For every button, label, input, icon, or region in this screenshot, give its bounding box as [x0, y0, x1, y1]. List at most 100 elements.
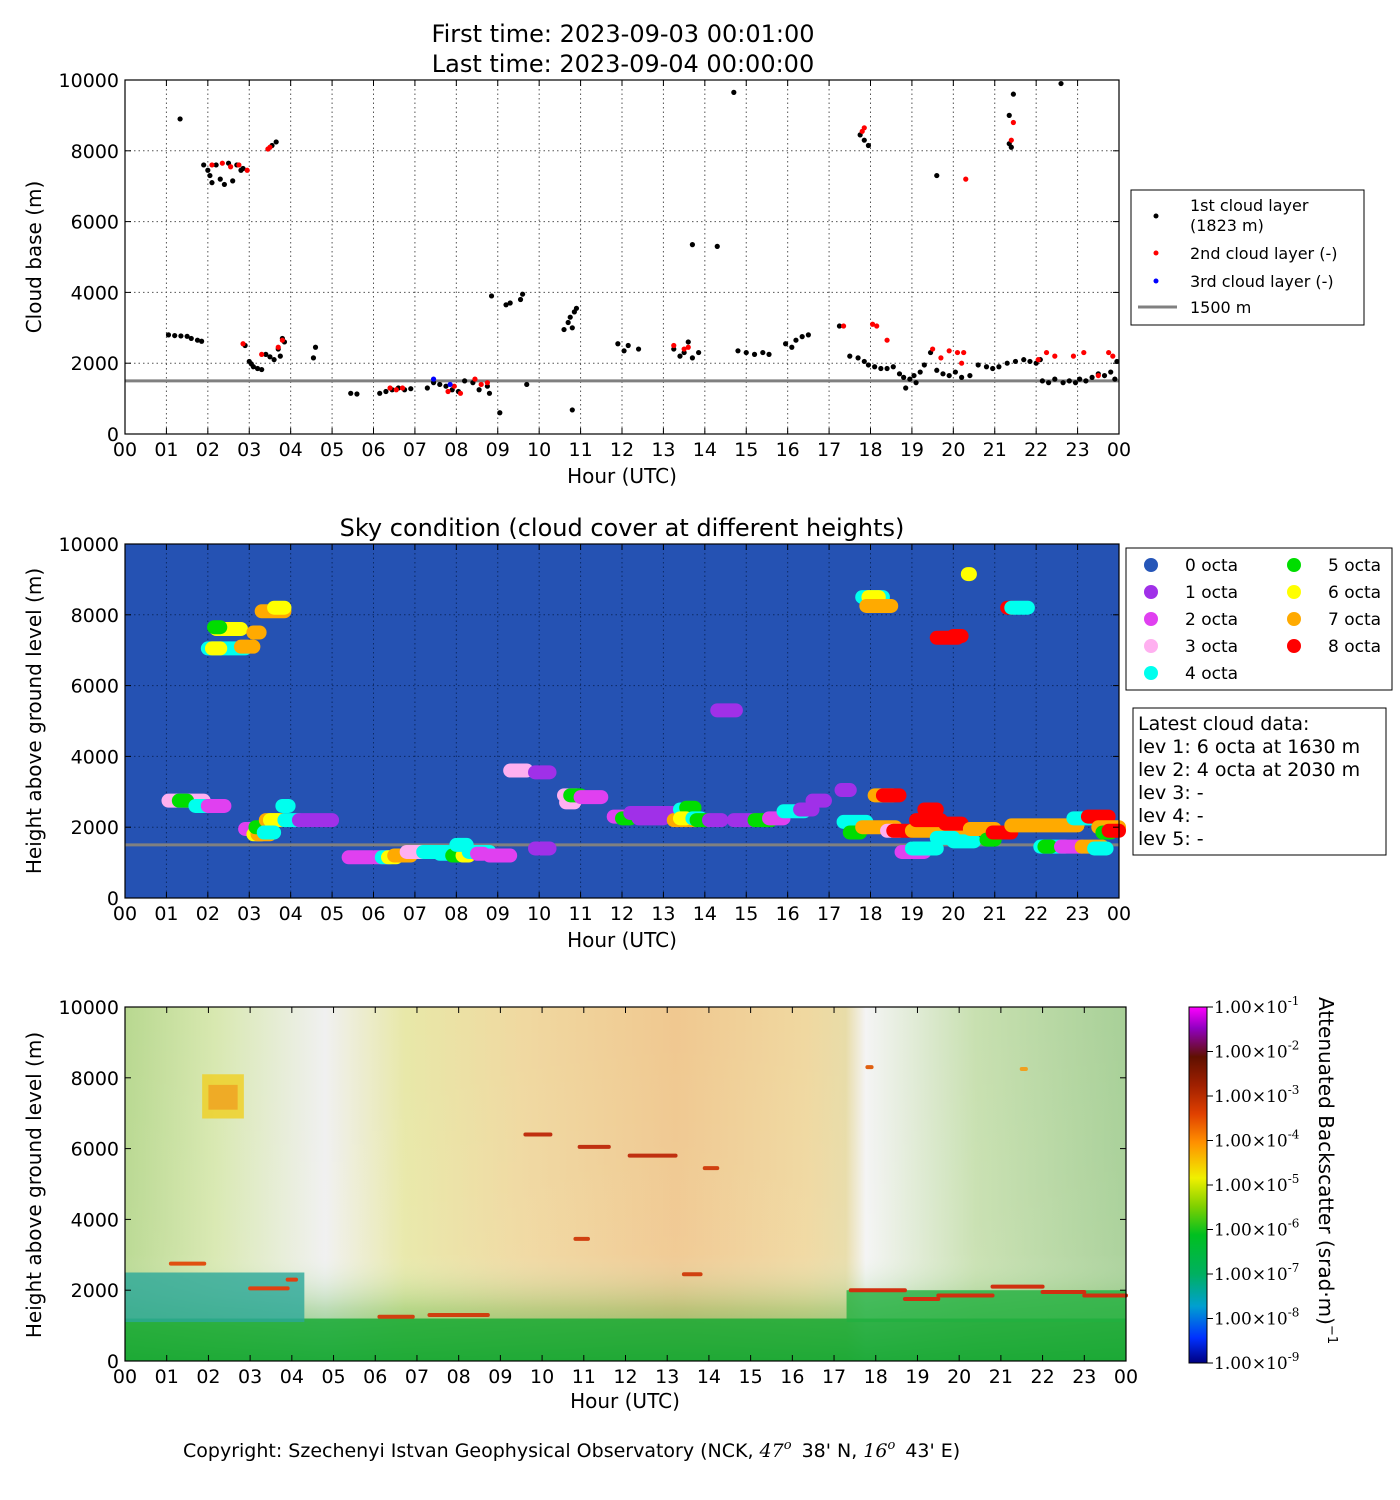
- cloud-layer-1-point: [462, 378, 468, 384]
- cloud-layer-1-point: [799, 334, 805, 340]
- cloud-layer-1-point: [567, 314, 573, 320]
- cloud-layer-1-point: [896, 371, 903, 377]
- x-tick-label: 20: [947, 1366, 971, 1388]
- cloud-layer-2-point: [1095, 372, 1101, 379]
- sky-condition-panel: Sky condition (cloud cover at different …: [22, 514, 1393, 952]
- cloud-layer-1-point: [861, 358, 867, 365]
- cloud-layer-2-point: [1010, 119, 1016, 126]
- x-tick-label: 00: [1107, 903, 1131, 925]
- octa-legend-label-1: 1 octa: [1185, 583, 1238, 603]
- y-tick-label: 4000: [71, 1209, 119, 1231]
- octa-legend-marker-3: [1144, 639, 1158, 653]
- x-tick-label: 18: [858, 903, 882, 925]
- cloud-layer-1-point: [861, 137, 867, 143]
- cloud-layer-1-point: [685, 339, 691, 345]
- x-tick-label: 15: [739, 1366, 763, 1388]
- y-tick-label: 0: [107, 424, 119, 446]
- cloud-layer-1-point: [230, 178, 236, 184]
- x-tick-label: 08: [444, 439, 468, 461]
- y-tick-label: 8000: [71, 141, 119, 163]
- legend-label-1st-height: (1823 m): [1190, 216, 1264, 235]
- cloud-layer-1-point: [1021, 357, 1027, 363]
- x-tick-label: 20: [941, 903, 965, 925]
- y-tick-label: 8000: [71, 605, 119, 627]
- x-tick-label: 04: [280, 1366, 304, 1388]
- cloud-layer-1-point: [165, 332, 172, 338]
- backscatter-colorbar: 1.00×10-9 1.00×10-8 1.00×10-7 1.00×10-6 1.00…: [1188, 994, 1339, 1374]
- backscatter-layer: [125, 1272, 305, 1323]
- sky-condition-grid: [125, 544, 1119, 898]
- x-tick-label: 20: [941, 439, 965, 461]
- cloud-layer-1-point: [1012, 358, 1019, 365]
- cloud-layer-2-point: [1035, 357, 1041, 363]
- backscatter-y-ticks: 0 2000 4000 6000 8000 10000: [59, 997, 1126, 1373]
- cloud-layer-1-point: [884, 365, 890, 372]
- octa-legend-marker-4: [1144, 666, 1158, 680]
- cloud-layer-1-point: [217, 176, 223, 182]
- latest-level-1: lev 1: 6 octa at 1630 m: [1138, 736, 1360, 758]
- latest-cloud-data: Latest cloud data: lev 1: 6 octa at 1630…: [1132, 707, 1387, 856]
- x-tick-label: 19: [900, 903, 924, 925]
- backscatter-y-label: Height above ground level (m): [22, 1032, 46, 1338]
- cloud-layer-2-point: [399, 385, 406, 391]
- x-tick-label: 17: [817, 439, 841, 461]
- x-tick-label: 04: [279, 903, 303, 925]
- backscatter-cloud-returns: [168, 1065, 1128, 1319]
- octa-legend-marker-7: [1287, 612, 1301, 626]
- cloud-layer-1-point: [1027, 358, 1033, 365]
- latitude-degrees: 47: [759, 1440, 785, 1462]
- cloud-layer-1-point: [1089, 374, 1095, 380]
- cloud-base-x-label: Hour (UTC): [567, 464, 677, 488]
- cloud-layer-2-point: [930, 346, 936, 352]
- octa-legend-marker-0: [1144, 558, 1158, 572]
- cloud-layer-1-point: [561, 326, 567, 333]
- octa-legend-marker-6: [1287, 585, 1301, 599]
- cloud-layer-1-point: [615, 341, 621, 347]
- cloud-layer-1-point: [917, 369, 923, 375]
- cloud-layer-1-point: [348, 390, 354, 396]
- cloud-layer-2-point: [884, 337, 890, 343]
- cloud-layer-1-point: [1008, 144, 1014, 150]
- x-tick-label: 04: [279, 439, 303, 461]
- x-tick-label: 05: [321, 1366, 345, 1388]
- copyright-text: Copyright: Szechenyi Istvan Geophysical …: [183, 1440, 754, 1462]
- colorbar-tick-label: 1.00×10-7: [1214, 1261, 1299, 1285]
- cloud-base-legend: 1st cloud layer (1823 m) 2nd cloud layer…: [1130, 189, 1365, 326]
- x-tick-label: 02: [196, 903, 220, 925]
- x-tick-label: 09: [486, 439, 510, 461]
- longitude-degrees: 16: [863, 1440, 887, 1462]
- x-tick-label: 23: [1072, 1366, 1096, 1388]
- cloud-layer-1-point: [921, 362, 927, 368]
- cloud-layer-1-point: [983, 364, 990, 370]
- x-tick-label: 03: [237, 439, 261, 461]
- x-tick-label: 23: [1065, 439, 1089, 461]
- octa-legend-label-2: 2 octa: [1185, 610, 1238, 630]
- cloud-layer-1-point: [503, 302, 509, 308]
- legend-label-ref: 1500 m: [1190, 298, 1251, 317]
- x-tick-label: 09: [488, 1366, 512, 1388]
- cloud-layer-2-point: [1043, 349, 1050, 356]
- cloud-layer-2-point: [685, 344, 691, 350]
- cloud-layer-1-point: [277, 353, 283, 359]
- colorbar-label: Attenuated Backscatter (srad·m)−1: [1314, 997, 1339, 1344]
- backscatter-layers: [125, 1074, 1126, 1361]
- cloud-layer-2-point: [472, 376, 478, 382]
- x-tick-label: 19: [900, 439, 924, 461]
- x-tick-label: 22: [1024, 903, 1048, 925]
- cloud-layer-1-point: [1083, 378, 1089, 384]
- x-tick-label: 19: [905, 1366, 929, 1388]
- x-tick-label: 05: [320, 903, 344, 925]
- cloud-layer-1-point: [847, 353, 853, 359]
- cloud-layer-1-point: [424, 385, 430, 391]
- y-tick-label: 10000: [59, 997, 119, 1019]
- cloud-layer-2-point: [671, 342, 677, 349]
- x-tick-label: 13: [655, 1366, 679, 1388]
- legend-label-1st: 1st cloud layer: [1190, 196, 1309, 215]
- longitude-degree-sign: o: [887, 1438, 895, 1453]
- x-tick-label: 02: [196, 439, 220, 461]
- x-tick-label: 14: [693, 903, 717, 925]
- cloud-layer-1-point: [959, 374, 965, 380]
- x-tick-label: 21: [983, 903, 1007, 925]
- x-tick-label: 02: [196, 1366, 220, 1388]
